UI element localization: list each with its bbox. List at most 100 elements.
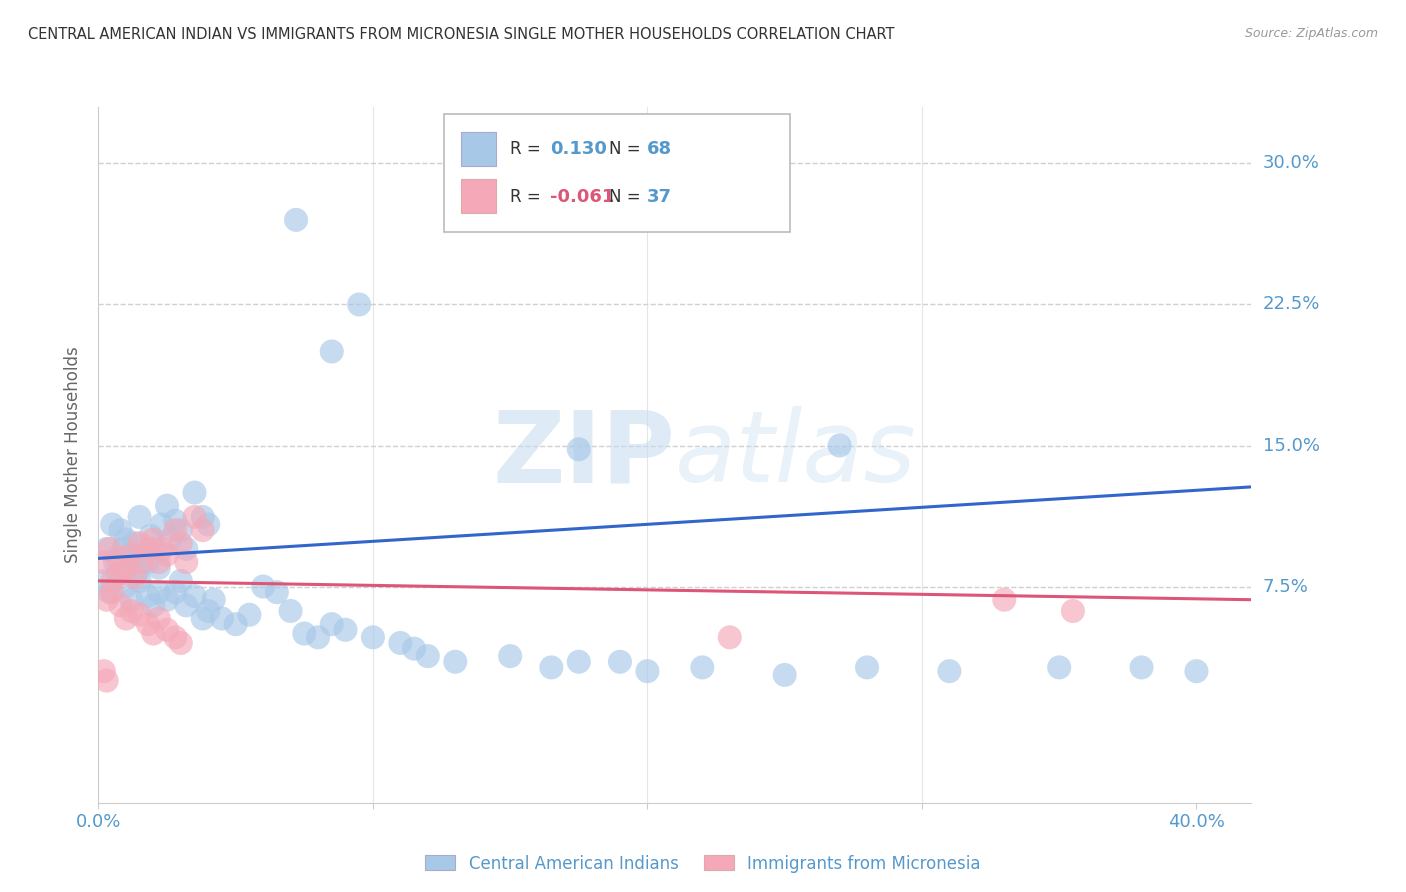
Point [285,212,308,227]
Point [120,548,142,562]
Text: CENTRAL AMERICAN INDIAN VS IMMIGRANTS FROM MICRONESIA SINGLE MOTHER HOUSEHOLDS C: CENTRAL AMERICAN INDIAN VS IMMIGRANTS FR… [28,27,894,42]
Point [191,523,214,537]
Point [197,604,219,618]
Point [211,611,233,625]
Text: 7.5%: 7.5% [1263,577,1309,596]
Point [1185,664,1208,678]
Point [280,604,302,618]
Point [156,592,179,607]
Point [148,555,170,569]
Point [112,541,135,556]
Point [856,660,879,674]
Point [609,655,631,669]
Text: ZIP: ZIP [492,407,675,503]
Point [773,668,796,682]
Point [202,592,225,607]
Point [115,580,138,594]
Point [165,514,187,528]
Point [156,623,179,637]
Point [148,585,170,599]
Point [125,566,148,581]
Point [170,574,193,588]
Point [93,664,115,678]
Point [183,485,205,500]
Point [150,541,173,556]
Point [128,536,150,550]
Point [183,589,205,603]
Point [191,611,214,625]
Text: -0.061: -0.061 [550,188,614,206]
Point [142,599,165,613]
Point [993,592,1015,607]
Point [347,297,370,311]
Point [718,630,741,644]
Point [568,655,591,669]
Point [1062,604,1084,618]
Point [183,510,205,524]
Point [156,548,179,562]
Point [120,592,142,607]
Text: 0.130: 0.130 [550,140,606,159]
Point [174,555,197,569]
Point [361,630,384,644]
Y-axis label: Single Mother Households: Single Mother Households [65,347,83,563]
Point [165,630,187,644]
Point [165,585,187,599]
Point [142,626,165,640]
Text: R =: R = [510,140,547,159]
Point [107,566,129,581]
Point [1047,660,1070,674]
Point [98,541,121,556]
Point [225,617,247,632]
Point [96,592,118,607]
Point [444,655,467,669]
Legend: Central American Indians, Immigrants from Micronesia: Central American Indians, Immigrants fro… [419,848,987,880]
Point [128,574,150,588]
Point [122,570,145,584]
Point [266,585,288,599]
Point [110,599,132,613]
Point [540,660,562,674]
Point [96,673,118,688]
Point [170,536,193,550]
Point [136,617,159,632]
Point [938,664,960,678]
Point [128,607,150,622]
Text: 22.5%: 22.5% [1263,295,1320,313]
Point [104,555,127,569]
Point [191,510,214,524]
Point [828,438,851,452]
Point [159,533,181,547]
Point [136,555,159,569]
Point [110,523,132,537]
Point [335,623,357,637]
Text: 30.0%: 30.0% [1263,154,1320,172]
Point [93,574,115,588]
Point [120,604,142,618]
Point [1130,660,1153,674]
Point [115,560,138,574]
Point [321,617,343,632]
Point [156,499,179,513]
Point [101,574,124,588]
Text: N =: N = [609,188,645,206]
Text: R =: R = [510,188,547,206]
Point [321,344,343,359]
Text: N =: N = [609,140,645,159]
Point [131,548,153,562]
Point [238,607,260,622]
Point [170,523,193,537]
Point [170,636,193,650]
Point [292,626,315,640]
Point [174,541,197,556]
Point [404,641,426,656]
Point [107,551,129,566]
Point [136,589,159,603]
Point [197,517,219,532]
Point [568,442,591,457]
Point [96,541,118,556]
Point [416,649,439,664]
Point [307,630,329,644]
Point [110,566,132,581]
Point [636,664,658,678]
